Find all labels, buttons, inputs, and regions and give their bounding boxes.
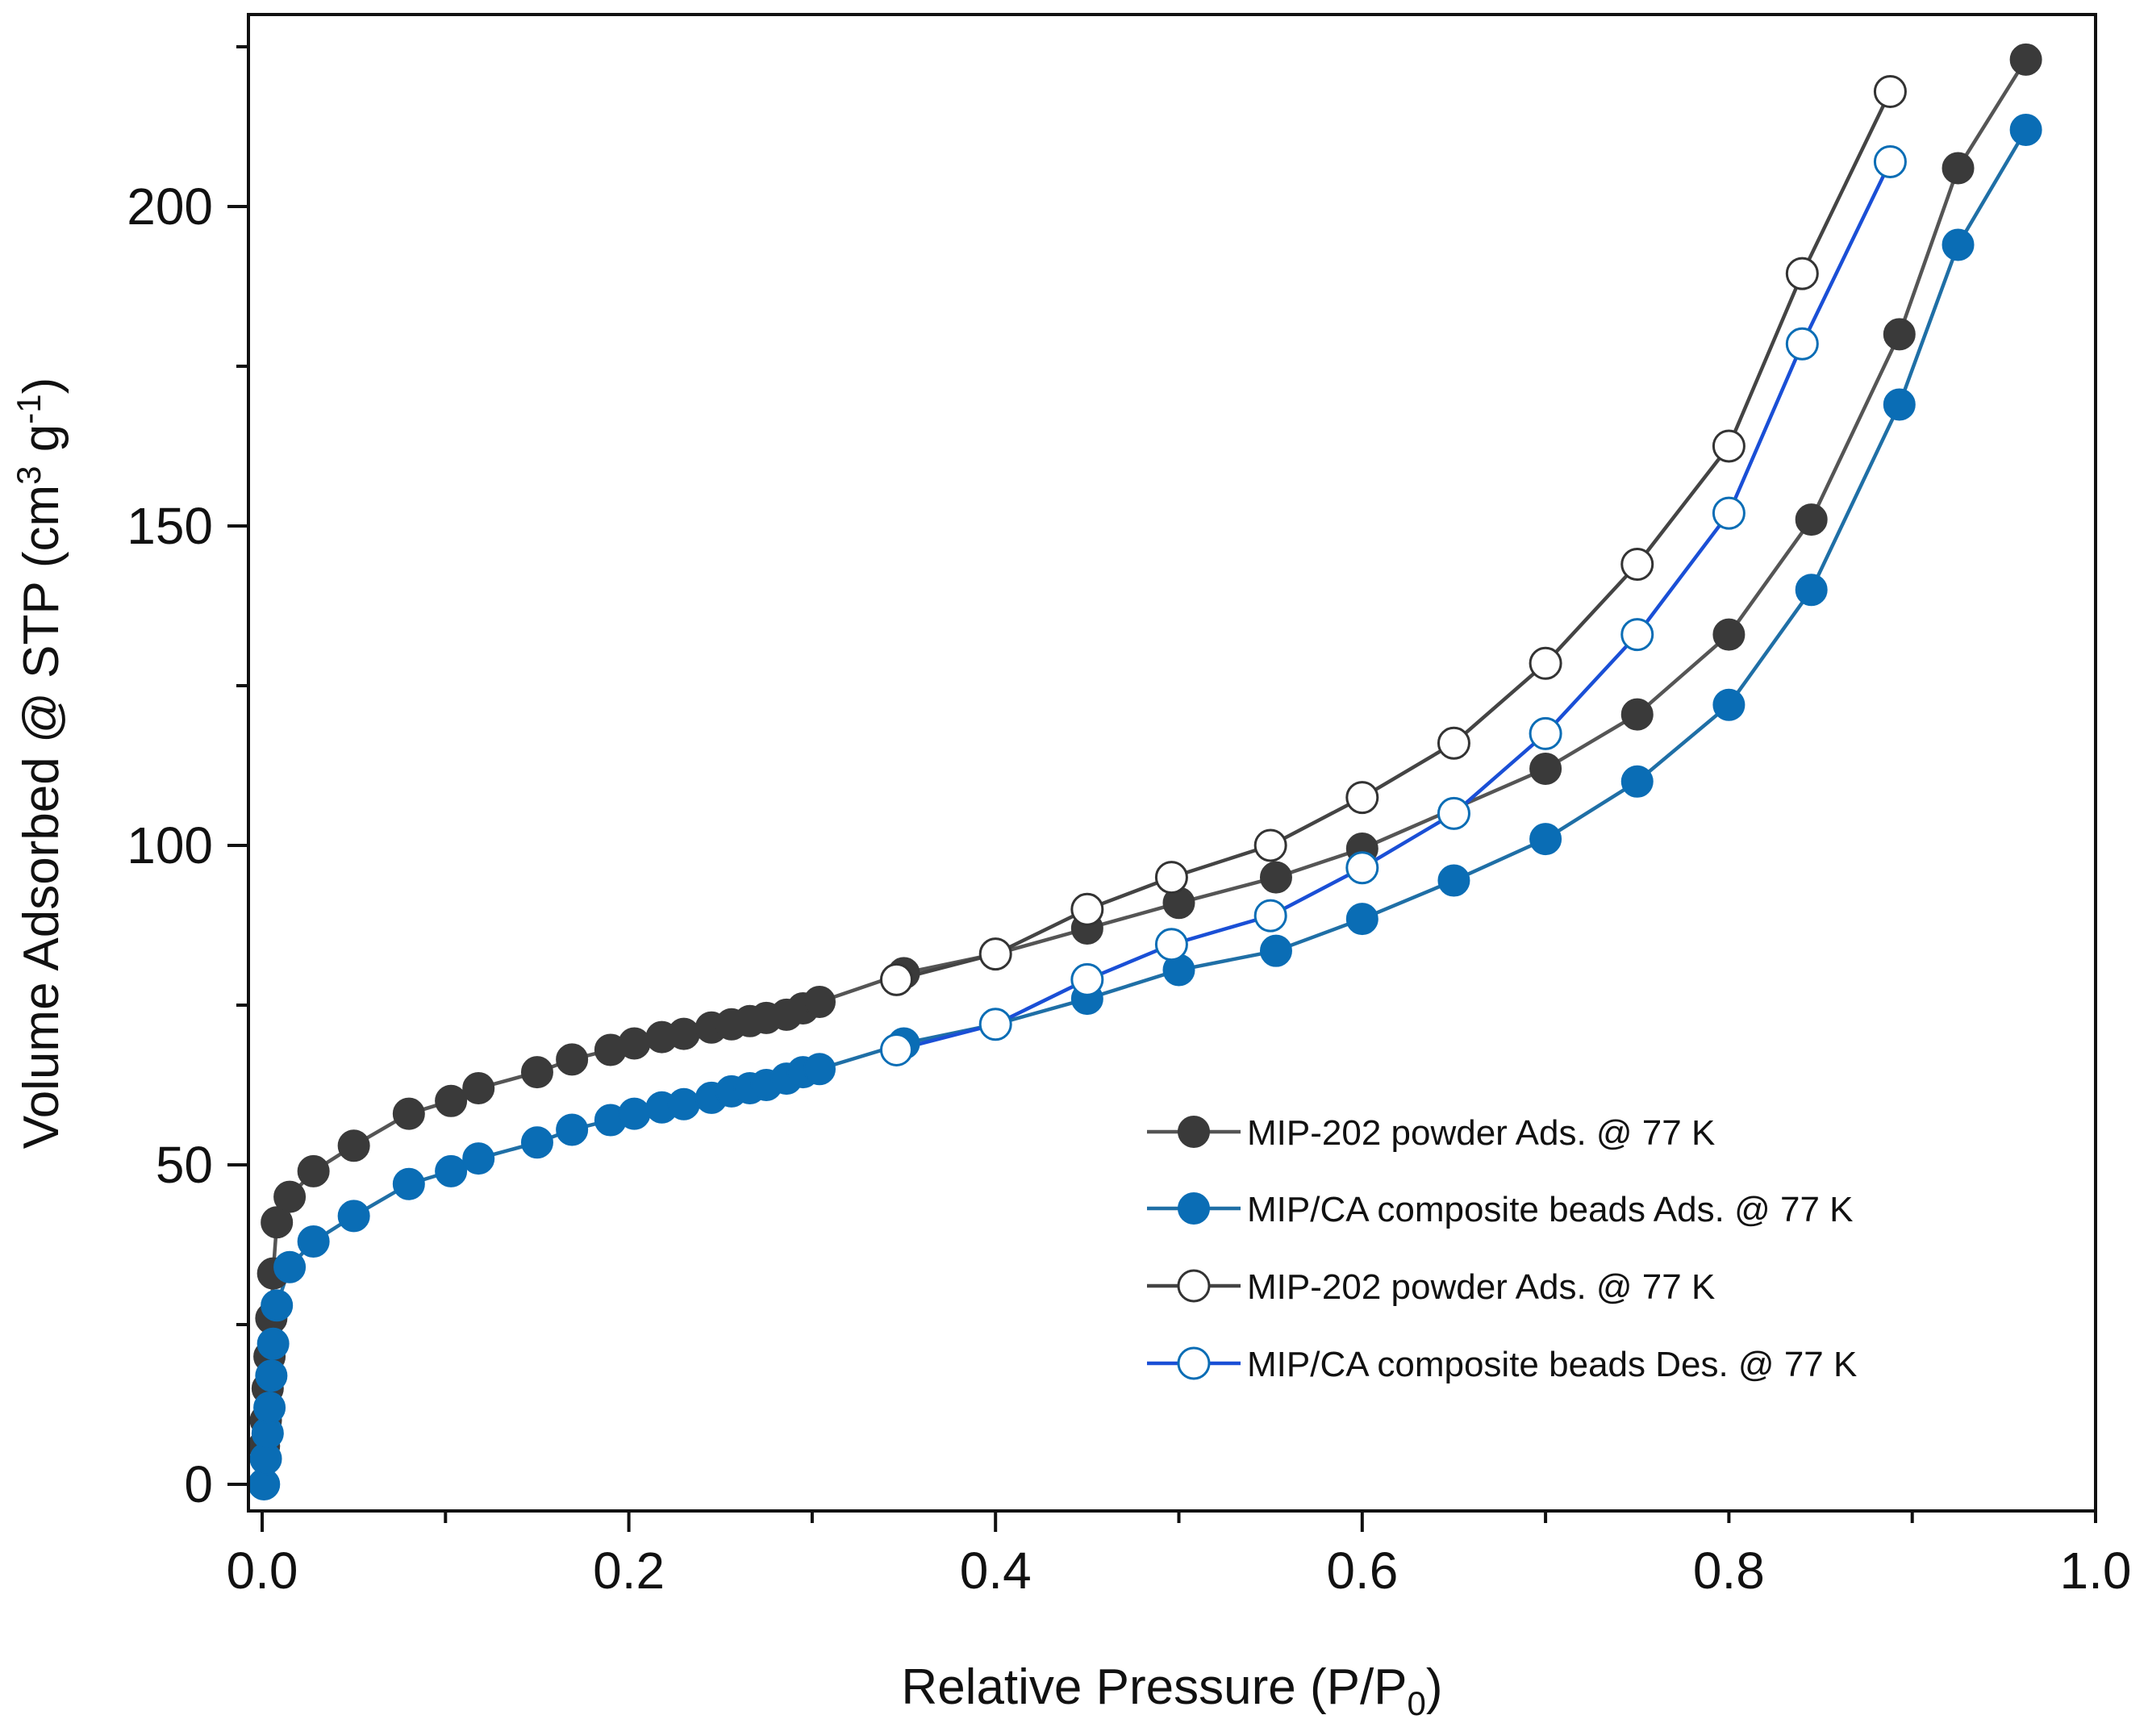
series-2-point [1070, 892, 1104, 926]
series-2-point [1437, 726, 1470, 760]
plot-frame [247, 13, 2097, 1513]
series-0-point [1259, 861, 1292, 894]
y-tick-label: 100 [127, 816, 213, 874]
y-axis-title: Volume Adsorbed @ STP (cm3 g-1) [10, 378, 69, 1149]
series-2-point [1253, 828, 1287, 862]
y-tick-label: 200 [127, 177, 213, 236]
series-3-point [1712, 496, 1746, 530]
series-2-point [1154, 861, 1188, 895]
series-0-point [803, 986, 836, 1019]
series-1-point [556, 1113, 589, 1146]
legend-label-1: MIP/CA composite beads Ads. @ 77 K [1247, 1190, 1853, 1229]
y-tick-label: 50 [156, 1136, 213, 1194]
legend-label-3: MIP/CA composite beads Des. @ 77 K [1247, 1345, 1857, 1384]
series-0-point [2009, 43, 2042, 76]
series-1-point [1883, 388, 1916, 421]
series-0-point [392, 1097, 425, 1130]
series-1-point [1712, 688, 1746, 721]
series-3-point [1253, 899, 1287, 933]
series-1-point [253, 1391, 286, 1424]
x-tick-label: 0.6 [1326, 1542, 1398, 1600]
series-0-point [667, 1017, 700, 1050]
legend-marker-3 [1177, 1346, 1211, 1380]
series-1-point [618, 1097, 651, 1130]
series-1-point [1620, 765, 1654, 798]
legend-marker-0 [1178, 1116, 1210, 1148]
x-tick-label: 1.0 [2060, 1542, 2132, 1600]
series-0-point [520, 1056, 553, 1089]
series-3-point [1785, 327, 1819, 361]
series-line-0 [262, 58, 2028, 1446]
legend-label-2: MIP-202 powder Ads. @ 77 K [1247, 1267, 1715, 1307]
axis-ticks: 0.0 0.2 0.4 0.6 0.8 1.0 0 50 100 150 200 [127, 45, 2132, 1600]
series-1-point [667, 1087, 700, 1120]
series-2-point [879, 962, 913, 996]
legend-marker-2 [1177, 1269, 1211, 1303]
series-1-point [803, 1053, 836, 1086]
series-1-point [1259, 934, 1292, 967]
series-0-point [261, 1206, 294, 1239]
series-1-point [255, 1359, 288, 1392]
series-2-point [1529, 646, 1562, 680]
series-0-point [1795, 503, 1828, 536]
series-1-point [435, 1154, 468, 1187]
series-3-point [1345, 851, 1379, 885]
series-2-point [1620, 548, 1654, 582]
series-0-point [556, 1043, 589, 1076]
series-0-point [297, 1154, 330, 1187]
series-0-point [435, 1084, 468, 1117]
legend: MIP-202 powder Ads. @ 77 K MIP/CA composi… [1147, 1113, 1857, 1384]
series-1-point [1942, 228, 1975, 261]
x-tick-label: 0.0 [227, 1542, 298, 1600]
series-3-point [1529, 716, 1562, 750]
x-tick-label: 0.4 [960, 1542, 1032, 1600]
x-tick-label: 0.8 [1693, 1542, 1765, 1600]
series-0-point [1942, 152, 1975, 185]
series-3-point [1873, 145, 1907, 179]
series-line-1 [262, 128, 2028, 1485]
series-1-point [261, 1289, 294, 1322]
series-line-2 [895, 90, 1892, 982]
series-2-point [1785, 257, 1819, 290]
series-3-point [1070, 962, 1104, 996]
series-1-point [2009, 113, 2042, 146]
series-0-point [618, 1027, 651, 1060]
series-1-point [1795, 574, 1828, 607]
series-3-point [1620, 618, 1654, 652]
series-1-point [1529, 823, 1562, 856]
series-2-point [1873, 74, 1907, 108]
y-tick-label: 150 [127, 497, 213, 555]
series-3-point [879, 1033, 913, 1066]
series-0-point [1620, 698, 1654, 731]
series-0-point [337, 1129, 370, 1162]
x-tick-label: 0.2 [593, 1542, 665, 1600]
series-1-point [1345, 903, 1378, 936]
series-layer [248, 43, 2042, 1500]
series-3-point [1154, 928, 1188, 962]
y-tick-label: 0 [184, 1455, 213, 1513]
series-2-point [1345, 781, 1379, 815]
series-1-point [392, 1167, 425, 1200]
series-3-point [1437, 796, 1470, 830]
series-0-point [1883, 318, 1916, 351]
series-0-point [462, 1071, 495, 1104]
series-2-point [1712, 429, 1746, 463]
series-1-point [297, 1225, 330, 1258]
legend-marker-1 [1178, 1192, 1210, 1225]
series-1-point [1437, 864, 1470, 897]
series-0-point [1712, 618, 1746, 651]
series-1-point [257, 1327, 290, 1360]
series-0-point [1529, 752, 1562, 785]
x-axis-title: Relative Pressure (P/P0) [901, 1659, 1442, 1722]
series-2-point [978, 937, 1012, 971]
series-1-point [273, 1250, 307, 1283]
series-3-point [978, 1008, 1012, 1041]
series-1-point [520, 1126, 553, 1159]
series-1-point [462, 1142, 495, 1175]
series-line-3 [895, 161, 1892, 1052]
series-1-point [337, 1200, 370, 1233]
legend-label-0: MIP-202 powder Ads. @ 77 K [1247, 1113, 1715, 1153]
series-0-point [273, 1180, 307, 1213]
